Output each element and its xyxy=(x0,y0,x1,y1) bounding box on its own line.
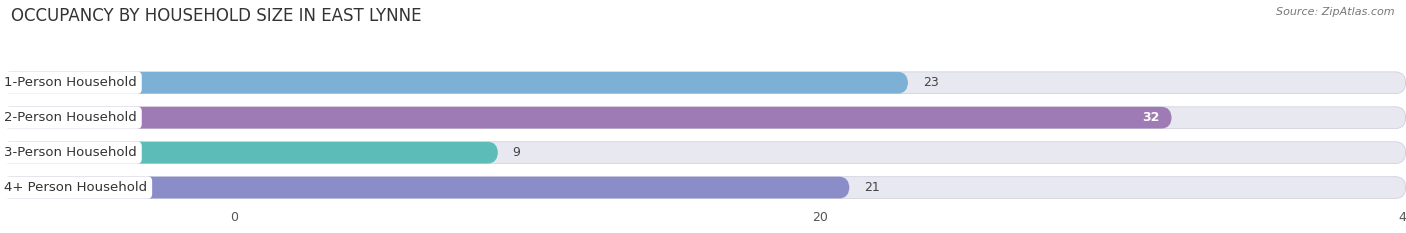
FancyBboxPatch shape xyxy=(0,177,1406,199)
Text: 1-Person Household: 1-Person Household xyxy=(4,76,138,89)
Text: 2-Person Household: 2-Person Household xyxy=(4,111,138,124)
Text: 23: 23 xyxy=(922,76,938,89)
Text: 21: 21 xyxy=(865,181,880,194)
Text: 3-Person Household: 3-Person Household xyxy=(4,146,138,159)
Text: 9: 9 xyxy=(513,146,520,159)
FancyBboxPatch shape xyxy=(0,107,1406,129)
Text: Source: ZipAtlas.com: Source: ZipAtlas.com xyxy=(1277,7,1395,17)
FancyBboxPatch shape xyxy=(0,142,498,164)
Text: 4+ Person Household: 4+ Person Household xyxy=(4,181,148,194)
Text: OCCUPANCY BY HOUSEHOLD SIZE IN EAST LYNNE: OCCUPANCY BY HOUSEHOLD SIZE IN EAST LYNN… xyxy=(11,7,422,25)
FancyBboxPatch shape xyxy=(0,72,908,94)
FancyBboxPatch shape xyxy=(0,142,1406,164)
FancyBboxPatch shape xyxy=(0,72,1406,94)
FancyBboxPatch shape xyxy=(0,177,849,199)
FancyBboxPatch shape xyxy=(0,107,1171,129)
Text: 32: 32 xyxy=(1143,111,1160,124)
